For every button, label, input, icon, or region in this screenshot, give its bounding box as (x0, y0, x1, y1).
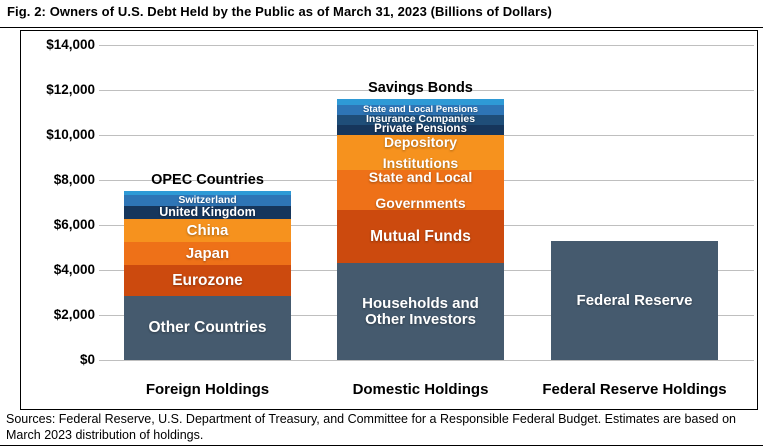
segment-households-and-other-investors: Households and Other Investors (337, 263, 504, 360)
y-axis-tick-label: $10,000 (46, 127, 95, 142)
segment-label: China (186, 222, 229, 240)
segment-label: Institutions (382, 154, 459, 171)
y-axis-tick-label: $6,000 (53, 217, 95, 232)
segment-label: Governments (375, 195, 466, 212)
gridline (99, 90, 754, 91)
segment-insurance-companies: Insurance Companies (337, 113, 504, 126)
y-axis-tick-label: $0 (79, 352, 95, 367)
figure-bottom-border (0, 445, 763, 446)
segment-japan: Japan (124, 242, 291, 266)
segment-label: Eurozone (172, 271, 243, 289)
sources-note: Sources: Federal Reserve, U.S. Departmen… (6, 412, 736, 443)
segment-china: China (124, 219, 291, 243)
segment-state-and-local-governments: State and Local Governments (337, 168, 504, 212)
segment-label: Households and (362, 295, 479, 313)
segment-label: Other Investors (365, 310, 476, 328)
segment-state-and-local-pensions: State and Local Pensions (337, 103, 504, 115)
segment-united-kingdom: United Kingdom (124, 205, 291, 220)
segment-federal-reserve: Federal Reserve (551, 240, 718, 360)
title-underline (0, 27, 763, 28)
x-axis-label-federal-reserve-holdings: Federal Reserve Holdings (542, 381, 727, 398)
segment-label: Other Countries (148, 319, 267, 337)
segment-label: Japan (185, 245, 230, 263)
segment-label: Mutual Funds (370, 227, 471, 245)
segment-switzerland: Switzerland (124, 194, 291, 207)
gridline (99, 45, 754, 46)
segment-label: State and Local (368, 168, 473, 185)
segment-savings-bonds (337, 99, 504, 105)
segment-mutual-funds: Mutual Funds (337, 210, 504, 264)
segment-label: Depository (383, 134, 458, 150)
x-axis-label-foreign-holdings: Foreign Holdings (145, 381, 270, 398)
segment-label: State and Local Pensions (362, 103, 479, 115)
y-axis-tick-label: $4,000 (53, 262, 95, 277)
y-axis-tick-label: $14,000 (46, 37, 95, 52)
segment-eurozone: Eurozone (124, 265, 291, 297)
segment-label: Private Pensions (374, 123, 467, 136)
y-axis-tick-label: $8,000 (53, 172, 95, 187)
bar-federal-reserve-holdings: Federal Reserve (551, 240, 718, 360)
x-axis-label-domestic-holdings: Domestic Holdings (352, 381, 489, 398)
segment-depository-institutions: Depository Institutions (337, 135, 504, 170)
y-axis-tick-label: $12,000 (46, 82, 95, 97)
segment-opec-countries (124, 191, 291, 196)
bar-domestic-holdings: State and Local Pensions Insurance Compan… (337, 80, 504, 360)
segment-label: Federal Reserve (576, 291, 693, 309)
segment-private-pensions: Private Pensions (337, 123, 504, 136)
gridline (99, 360, 754, 361)
y-axis-tick-label: $2,000 (53, 307, 95, 322)
segment-label: Insurance Companies (365, 113, 476, 126)
figure-title: Fig. 2: Owners of U.S. Debt Held by the … (7, 4, 552, 19)
segment-callout-label: OPEC Countries (151, 172, 264, 189)
chart-area: $14,000 $12,000 $10,000 $8,000 $6,000 $4,000 $… (20, 30, 758, 410)
segment-callout-label: Savings Bonds (368, 80, 473, 96)
bar-foreign-holdings: Switzerland United Kingdom China Japan Euroz… (124, 172, 291, 360)
segment-other-countries: Other Countries (124, 296, 291, 360)
segment-label: United Kingdom (159, 205, 256, 220)
segment-label: Switzerland (178, 194, 237, 207)
